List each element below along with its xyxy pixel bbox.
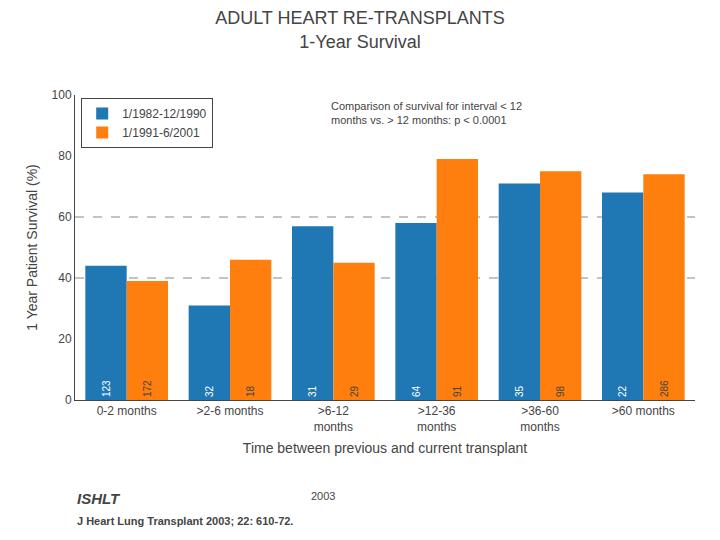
svg-text:31: 31 xyxy=(307,385,318,397)
svg-text:Time between previous and curr: Time between previous and current transp… xyxy=(243,440,527,456)
svg-text:64: 64 xyxy=(411,385,422,397)
svg-text:>60 months: >60 months xyxy=(612,404,675,418)
svg-text:0-2 months: 0-2 months xyxy=(97,404,157,418)
svg-text:60: 60 xyxy=(58,210,72,224)
svg-text:ISHLT: ISHLT xyxy=(77,490,121,507)
svg-text:32: 32 xyxy=(204,385,215,397)
svg-text:172: 172 xyxy=(142,380,153,397)
svg-text:>36-60months: >36-60months xyxy=(520,404,559,434)
svg-text:29: 29 xyxy=(349,385,360,397)
svg-text:123: 123 xyxy=(101,380,112,397)
svg-text:ADULT HEART RE-TRANSPLANTS1-Ye: ADULT HEART RE-TRANSPLANTS1-Year Surviva… xyxy=(215,8,505,51)
svg-text:1/1991-6/2001: 1/1991-6/2001 xyxy=(122,126,200,140)
svg-text:>12-36months: >12-36months xyxy=(417,404,456,434)
svg-text:1/1982-12/1990: 1/1982-12/1990 xyxy=(122,107,206,121)
svg-text:20: 20 xyxy=(58,332,72,346)
svg-text:98: 98 xyxy=(555,385,566,397)
svg-text:>2-6 months: >2-6 months xyxy=(196,404,263,418)
svg-text:Comparison of survival for int: Comparison of survival for interval < 12… xyxy=(331,100,522,126)
svg-text:40: 40 xyxy=(58,271,72,285)
svg-text:80: 80 xyxy=(58,149,72,163)
svg-text:286: 286 xyxy=(659,380,670,397)
svg-text:>6-12months: >6-12months xyxy=(314,404,353,434)
svg-text:J Heart Lung Transplant 2003;: J Heart Lung Transplant 2003; 22: 610-72… xyxy=(77,515,293,527)
svg-text:1 Year Patient Survival (%): 1 Year Patient Survival (%) xyxy=(24,164,40,331)
svg-text:0: 0 xyxy=(65,393,72,407)
svg-text:35: 35 xyxy=(514,385,525,397)
svg-text:18: 18 xyxy=(245,385,256,397)
svg-text:2003: 2003 xyxy=(311,490,335,502)
svg-text:22: 22 xyxy=(617,385,628,397)
svg-text:91: 91 xyxy=(452,385,463,397)
svg-text:100: 100 xyxy=(52,88,72,102)
